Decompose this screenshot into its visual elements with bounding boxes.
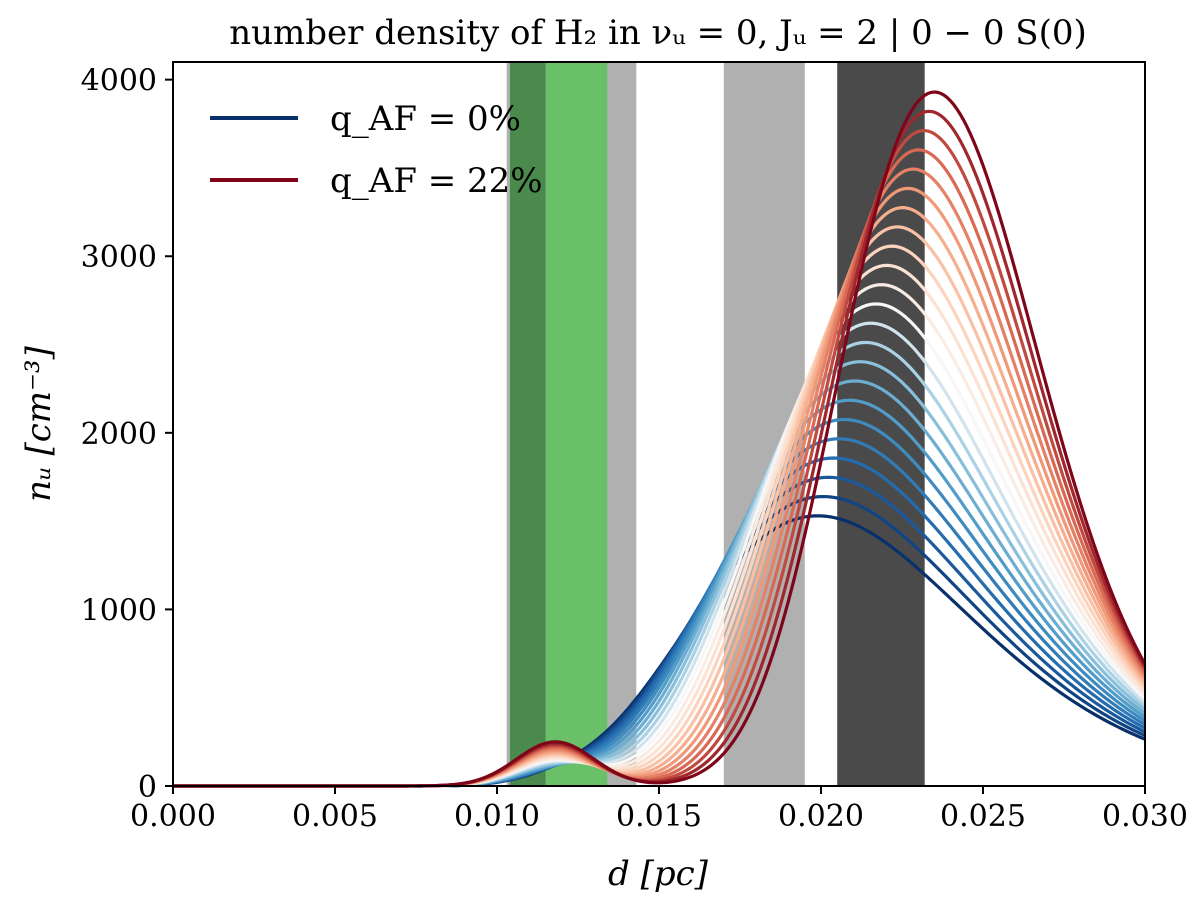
legend: q_AF = 0% q_AF = 22% (210, 99, 543, 201)
y-tick-label: 0 (138, 770, 157, 805)
x-tick-label: 0.000 (130, 799, 216, 834)
green-band (545, 62, 608, 786)
x-tick-label: 0.020 (778, 799, 864, 834)
x-axis-title: d [pc] (608, 854, 709, 894)
curves (173, 90, 1147, 788)
x-axis: 0.000 0.005 0.010 0.015 0.020 0.025 0.030 (130, 786, 1188, 834)
curve-line (173, 398, 1146, 788)
y-axis-title: nᵤ [cm⁻³] (19, 345, 59, 501)
y-tick-label: 1000 (81, 593, 157, 628)
chart-title: number density of H₂ in νᵤ = 0, Jᵤ = 2 |… (229, 13, 1087, 53)
y-tick-label: 3000 (81, 240, 157, 275)
x-tick-label: 0.030 (1102, 799, 1188, 834)
y-tick-label: 4000 (81, 64, 157, 99)
x-tick-label: 0.010 (454, 799, 540, 834)
curve-line (173, 244, 1147, 788)
y-axis: 0 1000 2000 3000 4000 (81, 64, 173, 805)
curve-line (173, 302, 1147, 788)
x-tick-label: 0.025 (940, 799, 1026, 834)
x-tick-label: 0.005 (292, 799, 378, 834)
y-tick-label: 2000 (81, 417, 157, 452)
legend-label-1: q_AF = 22% (330, 161, 543, 201)
x-tick-label: 0.015 (616, 799, 702, 834)
shaded-bands (506, 62, 925, 786)
dark-green-band (509, 62, 546, 786)
legend-label-0: q_AF = 0% (330, 99, 521, 139)
